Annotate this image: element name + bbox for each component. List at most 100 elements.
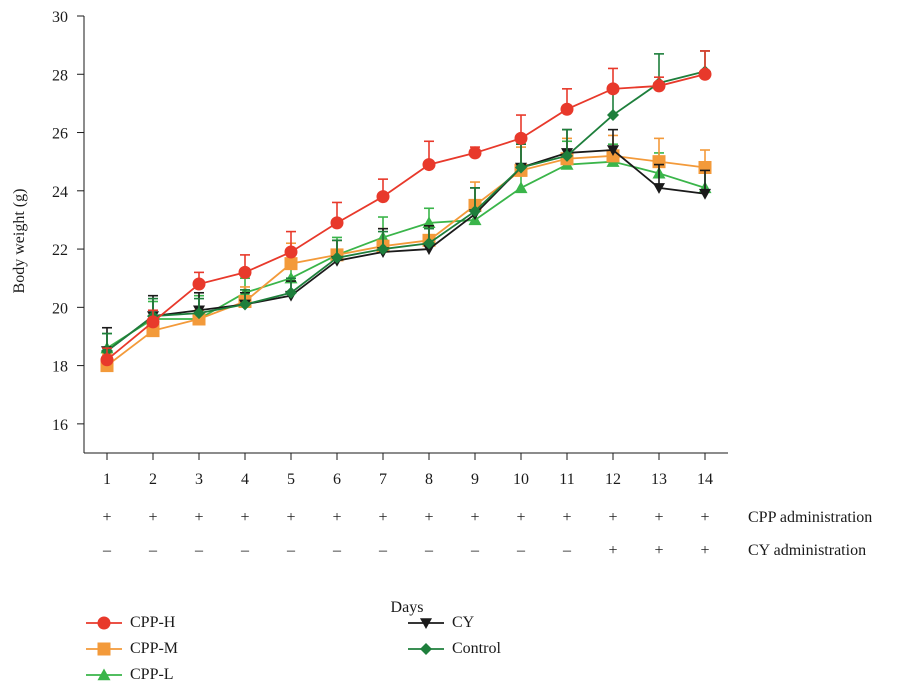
administration-rows: + + + + + + + + + + + + + + CPP administration – – – – – – – –… <box>102 509 872 559</box>
legend-swatch <box>86 668 122 681</box>
legend-label: Control <box>452 640 501 657</box>
data-point <box>607 145 619 157</box>
y-tick-label: 18 <box>52 359 68 376</box>
data-point <box>239 298 251 311</box>
admin-row-label: CPP administration <box>748 509 872 526</box>
legend-marker <box>420 618 432 629</box>
x-tick-label: 7 <box>379 471 387 488</box>
y-tick-label: 22 <box>52 242 68 259</box>
x-tick-label: 8 <box>425 471 433 488</box>
row-cpp-administration: + + + + + + + + + + + + + + CPP administration <box>102 509 872 526</box>
legend-item-control: Control <box>408 638 501 660</box>
x-axis-title: Days <box>391 599 424 616</box>
admin-sign: + <box>194 509 203 526</box>
admin-sign: + <box>654 542 663 559</box>
row-cy-administration: – – – – – – – – – – – + + + CY administration <box>102 542 866 559</box>
series-cpp-m <box>100 134 712 373</box>
data-point <box>469 205 481 218</box>
admin-sign: – <box>562 542 572 559</box>
data-point <box>422 158 436 172</box>
legend-label: CPP-L <box>130 666 174 683</box>
x-tick-label: 12 <box>605 471 621 488</box>
admin-sign: – <box>378 542 388 559</box>
legend-marker <box>97 668 111 681</box>
data-point <box>331 251 343 264</box>
legend-item-cpp-m: CPP-M <box>86 638 178 660</box>
admin-sign: + <box>700 509 709 526</box>
x-tick-label: 6 <box>333 471 341 488</box>
data-point <box>192 277 206 291</box>
series-line <box>106 73 706 361</box>
data-point <box>238 265 252 279</box>
series-line <box>106 70 706 352</box>
admin-sign: + <box>378 509 387 526</box>
data-point <box>100 353 114 367</box>
admin-row-label: CY administration <box>748 542 866 559</box>
x-tick-label: 14 <box>697 471 713 488</box>
series-line <box>106 160 706 349</box>
x-tick-label: 9 <box>471 471 479 488</box>
legend-item-cy: CY <box>408 612 474 634</box>
data-point <box>607 109 619 122</box>
admin-sign: + <box>470 509 479 526</box>
admin-sign: – <box>148 542 158 559</box>
x-tick-label: 11 <box>559 471 574 488</box>
admin-sign: + <box>240 509 249 526</box>
data-point <box>423 244 435 256</box>
data-point <box>514 181 528 194</box>
x-tick-label: 1 <box>103 471 111 488</box>
admin-sign: – <box>286 542 296 559</box>
admin-sign: + <box>102 509 111 526</box>
admin-sign: – <box>470 542 480 559</box>
y-axis-title: Body weight (g) <box>11 189 28 294</box>
admin-sign: – <box>424 542 434 559</box>
x-tick-label: 5 <box>287 471 295 488</box>
data-point <box>653 183 665 194</box>
legend-label: CY <box>452 614 475 631</box>
legend-swatch <box>408 618 444 629</box>
data-point <box>699 188 711 200</box>
admin-sign: + <box>332 509 341 526</box>
y-tick-label: 16 <box>52 417 68 434</box>
legend-marker <box>97 642 111 656</box>
data-point <box>606 82 620 96</box>
legend-item-cpp-h: CPP-H <box>86 612 175 634</box>
data-point <box>193 307 205 320</box>
y-tick-label: 24 <box>52 184 68 201</box>
data-point <box>284 257 298 271</box>
admin-sign: + <box>608 542 617 559</box>
x-tick-label: 4 <box>241 471 249 488</box>
data-point <box>561 149 573 162</box>
admin-sign: + <box>700 542 709 559</box>
data-point <box>423 237 435 250</box>
legend-label: CPP-H <box>130 614 176 631</box>
admin-sign: + <box>286 509 295 526</box>
admin-sign: + <box>516 509 525 526</box>
admin-sign: – <box>516 542 526 559</box>
admin-sign: – <box>102 542 112 559</box>
legend-swatch <box>408 643 444 655</box>
admin-sign: + <box>562 509 571 526</box>
admin-sign: + <box>148 509 157 526</box>
data-point <box>284 245 298 259</box>
data-point <box>515 161 527 174</box>
legend-swatch <box>86 642 122 656</box>
y-tick-label: 28 <box>52 67 68 84</box>
admin-sign: – <box>194 542 204 559</box>
data-point <box>468 146 482 160</box>
y-tick-label: 20 <box>52 300 68 317</box>
x-tick-label: 10 <box>513 471 529 488</box>
x-tick-label: 3 <box>195 471 203 488</box>
data-point <box>377 243 389 256</box>
y-tick-label: 26 <box>52 126 68 143</box>
legend-marker <box>97 616 111 630</box>
legend-item-cpp-l: CPP-L <box>86 664 174 686</box>
data-point <box>698 67 712 81</box>
x-tick-label: 13 <box>651 471 667 488</box>
series-line <box>106 154 706 367</box>
admin-sign: – <box>240 542 250 559</box>
data-point <box>514 131 528 145</box>
series-cpp-h <box>100 50 712 367</box>
